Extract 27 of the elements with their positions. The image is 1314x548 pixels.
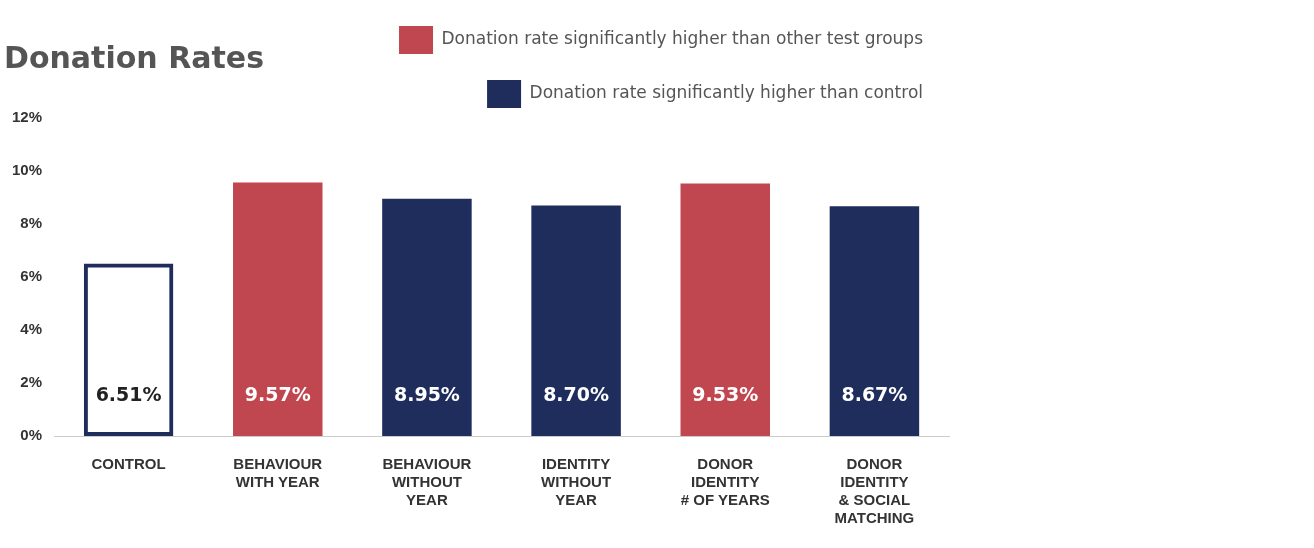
data-label: 9.53% [692,382,759,405]
x-tick-label: IDENTITY WITHOUT YEAR [541,455,612,509]
y-tick-label: 2% [20,373,43,391]
y-tick-label: 6% [20,267,43,285]
data-label: 8.70% [543,382,610,405]
data-label: 6.51% [95,382,162,405]
x-tick-label: BEHAVIOUR WITH YEAR [233,455,323,491]
chart-title: Donation Rates [4,40,265,75]
y-tick-label: 0% [20,426,43,444]
x-tick-label: CONTROL [91,455,166,473]
y-tick-label: 12% [11,108,43,126]
x-tick-label: DONOR IDENTITY & SOCIAL MATCHING [834,455,915,527]
legend-label: Donation rate significantly higher than other test groups [441,28,924,49]
x-tick-label: BEHAVIOUR WITHOUT YEAR [382,455,472,509]
bar [382,198,472,436]
data-label: 9.57% [244,382,311,405]
y-tick-label: 10% [11,161,43,179]
data-label: 8.67% [841,382,908,405]
y-tick-label: 4% [20,320,43,338]
bar [531,205,621,436]
bar [829,206,920,436]
x-tick-label: DONOR IDENTITY # OF YEARS [680,455,770,509]
y-tick-label: 8% [20,214,43,232]
bar [680,183,770,436]
legend-label: Donation rate significantly higher than control [529,82,924,103]
data-label: 8.95% [393,382,460,405]
bar [233,182,323,436]
